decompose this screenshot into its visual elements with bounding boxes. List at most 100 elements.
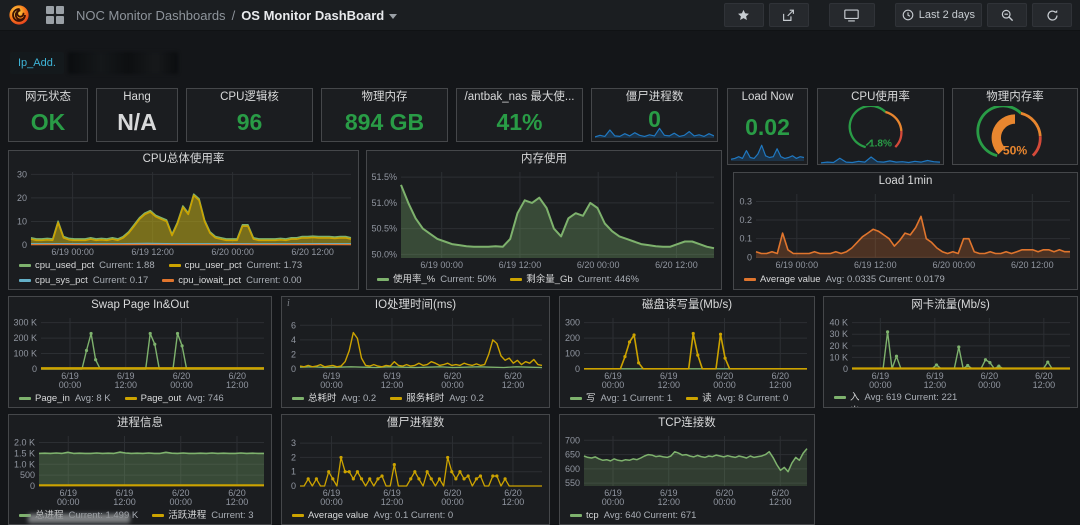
legend-series-value: Avg: 8 Current: 0	[716, 392, 789, 404]
refresh-button[interactable]	[1032, 3, 1072, 27]
panel-title[interactable]: Hang	[123, 91, 151, 103]
panel-title[interactable]: CPU逻辑核	[220, 91, 279, 103]
legend-item[interactable]: Page_out Avg: 746	[124, 392, 224, 405]
panel-title[interactable]: Swap Page In&Out	[91, 299, 189, 311]
page-title[interactable]: OS Monitor DashBoard	[241, 7, 385, 23]
legend-series-color	[686, 396, 699, 400]
load-now-sparkline[interactable]	[730, 142, 805, 162]
panel-title[interactable]: /antbak_nas 最大使...	[464, 91, 575, 103]
memory-usage-chart[interactable]: 50.0% 50.5% 51.0% 51.5% 6/19 00:00 6/19 12:00…	[367, 168, 721, 272]
legend-item[interactable]: 读 Avg: 8 Current: 0	[686, 392, 788, 405]
variable-ip-value-redacted[interactable]	[67, 52, 178, 74]
legend-item[interactable]: 活跃进程 Current: 3	[152, 509, 254, 522]
svg-text:10 K: 10 K	[829, 352, 848, 362]
panel-title[interactable]: TCP连接数	[658, 417, 716, 429]
legend-series-label: 总耗时	[308, 392, 337, 404]
legend-item[interactable]: 总耗时 Avg: 0.2	[292, 392, 376, 405]
legend-series-label: cpu_user_pct	[184, 260, 242, 272]
legend-item[interactable]: cpu_used_pct Current: 1.88	[19, 259, 155, 272]
cpu-usage-gauge[interactable]: 1.8%	[818, 106, 943, 154]
panel-title[interactable]: IO处理时间(ms)	[374, 299, 457, 311]
svg-text:500: 500	[20, 470, 35, 480]
legend-item[interactable]: cpu_iowait_pct Current: 0.00	[162, 274, 302, 287]
svg-text:6/19 12:00: 6/19 12:00	[131, 247, 174, 257]
disk-rw-chart[interactable]: 0 100 200 300 6/19 00:00 6/19 12:00 6/20 00:00 6/2…	[560, 314, 814, 391]
apps-grid-icon[interactable]	[46, 6, 64, 24]
svg-text:200 K: 200 K	[13, 333, 37, 343]
cpu-usage-sparkline[interactable]	[820, 152, 941, 164]
legend-item[interactable]: tcp Avg: 640 Current: 671	[570, 509, 696, 522]
panel-title[interactable]: CPU总体使用率	[142, 153, 225, 165]
svg-text:51.5%: 51.5%	[371, 172, 397, 182]
panel-title[interactable]: 网卡流量(Mb/s)	[911, 299, 990, 311]
net-traffic-chart[interactable]: 0 10 K 20 K 30 K 40 K 6/19 00:00 6/19 12:00 6/20 0…	[824, 314, 1077, 391]
panel-title[interactable]: 进程信息	[117, 417, 163, 429]
legend-series-label: 活跃进程	[168, 509, 207, 521]
legend-item[interactable]: Average value Avg: 0.0335 Current: 0.0179	[744, 273, 945, 286]
legend-series-color	[19, 278, 31, 282]
gauge-panel-memory-rate: 物理内存率 50%	[952, 88, 1078, 165]
panel-title[interactable]: 僵尸进程数	[386, 417, 445, 429]
panel-title[interactable]: Load 1min	[878, 175, 933, 187]
breadcrumb[interactable]: NOC Monitor Dashboards / OS Monitor Dash…	[76, 7, 398, 23]
tcp-conns-chart[interactable]: 550 600 650 700 6/19 00:00 6/19 12:00 6/20 00:00 6…	[560, 432, 814, 508]
zoom-out-button[interactable]	[987, 3, 1027, 27]
legend-series-label: 入	[850, 392, 860, 403]
share-button[interactable]	[768, 3, 809, 27]
star-button[interactable]	[723, 3, 764, 27]
panel-tcp-conns: TCP连接数 550 600 650 700 6/19 00:00 6/19 12:00 6/2…	[559, 414, 815, 525]
legend-item[interactable]: 出 Avg: 12 Current: 1	[834, 405, 941, 407]
panel-title[interactable]: Load Now	[741, 91, 794, 103]
panel-title[interactable]: 网元状态	[25, 91, 71, 103]
panel-title[interactable]: 物理内存	[361, 91, 408, 103]
svg-text:50%: 50%	[1003, 144, 1028, 158]
legend-item[interactable]: cpu_user_pct Current: 1.73	[168, 259, 302, 272]
tv-kiosk-button[interactable]	[828, 3, 875, 27]
process-info-chart[interactable]: 0 500 1.0 K 1.5 K 2.0 K 6/19 00:00 6/19 12:00 6/2…	[9, 432, 271, 508]
legend-item[interactable]: cpu_sys_pct Current: 0.17	[19, 274, 148, 287]
zombie-sparkline[interactable]	[594, 126, 715, 139]
grafana-logo[interactable]	[8, 4, 30, 26]
legend-series-color	[377, 278, 389, 281]
swap-page-chart[interactable]: 0 100 K 200 K 300 K 6/19 00:00 6/19 12:00 6/20 00…	[9, 314, 271, 391]
panel-title[interactable]: 磁盘读写量(Mb/s)	[641, 299, 733, 311]
legend-item[interactable]: 剩余量_Gb Current: 446%	[510, 273, 639, 286]
io-time-chart[interactable]: 0 2 4 6 6/19 00:00 6/19 12:00 6/20 00:00 6/20 12:00	[282, 314, 549, 391]
time-range-picker[interactable]: Last 2 days	[894, 3, 982, 27]
variable-row: Ip_Add.	[10, 52, 178, 74]
legend-item[interactable]: 服务耗时 Avg: 0.2	[390, 392, 484, 405]
legend-series-value: Avg: 0.0335 Current: 0.0179	[825, 274, 945, 285]
breadcrumb-folder[interactable]: NOC Monitor Dashboards	[76, 7, 226, 23]
legend-item[interactable]: 入 Avg: 619 Current: 221	[834, 391, 957, 404]
cpu-overall-chart[interactable]: 0 10 20 30 6/19 00:00 6/19 12:00 6/20 00:00 6/2…	[9, 168, 358, 259]
zombie-procs-chart[interactable]: 0 1 2 3 6/19 00:00 6/19 12:00 6/20 00:00 6/20 12:00	[282, 432, 549, 508]
legend-item[interactable]: 写 Avg: 1 Current: 1	[570, 392, 672, 405]
svg-text:700: 700	[565, 435, 580, 445]
info-icon[interactable]: i	[287, 298, 290, 309]
legend-item[interactable]: Average value Avg: 0.1 Current: 0	[292, 509, 453, 522]
legend-series-color	[19, 264, 31, 268]
legend-series-color	[834, 396, 846, 399]
legend-series-color	[510, 278, 523, 281]
legend-series-label: 写	[586, 392, 596, 404]
svg-text:100: 100	[565, 349, 580, 359]
svg-text:6/20 00:00: 6/20 00:00	[933, 260, 976, 270]
svg-text:6/19 00:00: 6/19 00:00	[420, 260, 463, 270]
panel-title[interactable]: CPU使用率	[851, 91, 910, 103]
panel-title[interactable]: 僵尸进程数	[625, 91, 684, 103]
chart-legend: Average value Avg: 0.0335 Current: 0.0179	[734, 272, 1077, 289]
load-1min-chart[interactable]: 0 0.1 0.2 0.3 6/19 00:00 6/19 12:00 6/20 00:00…	[734, 190, 1077, 272]
caret-down-icon[interactable]	[389, 13, 398, 19]
panel-title[interactable]: 内存使用	[521, 153, 567, 165]
svg-text:6/20 12:00: 6/20 12:00	[655, 260, 698, 270]
panel-title[interactable]: 物理内存率	[986, 91, 1044, 103]
legend-item[interactable]: 使用率_% Current: 50%	[377, 273, 496, 286]
legend-item[interactable]: Page_in Avg: 8 K	[19, 392, 111, 405]
stat-value: N/A	[117, 109, 157, 135]
memory-rate-gauge[interactable]: 50%	[953, 106, 1077, 164]
